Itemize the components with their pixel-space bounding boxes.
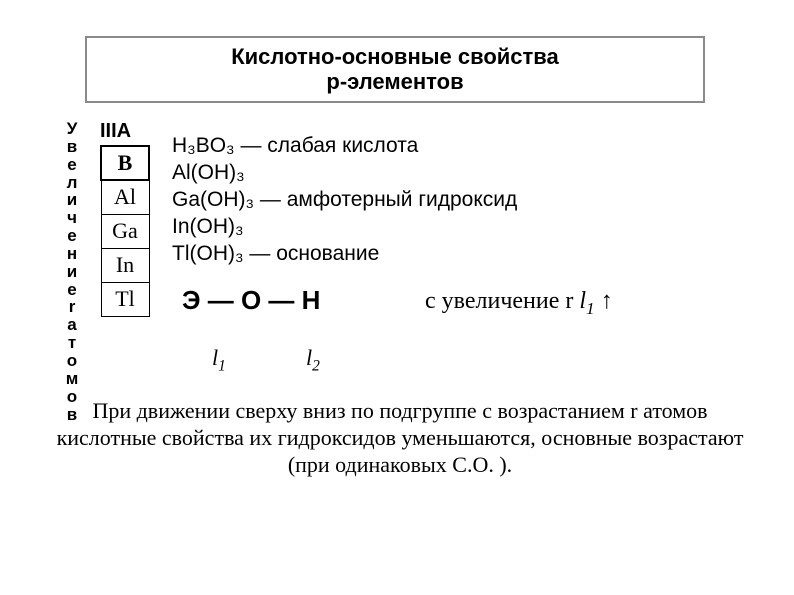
compound-row: In(OH)₃	[172, 214, 517, 241]
element-cell: B	[101, 146, 149, 180]
bottom-paragraph: При движении сверху вниз по подгруппе с …	[55, 398, 745, 478]
element-cell: In	[101, 248, 149, 282]
compound-list: H₃BO₃ — слабая кислота Al(OH)₃ Ga(OH)₃ —…	[172, 133, 517, 267]
title-line-1: Кислотно-основные свойства	[95, 44, 695, 69]
element-cell: Ga	[101, 214, 149, 248]
vertical-label: У в е л и ч е н и е r а т о м о в	[64, 120, 80, 423]
eoh-scheme: Э — О — Н	[182, 285, 320, 316]
compound-row: Ga(OH)₃ — амфотерный гидроксид	[172, 187, 517, 214]
element-cell: Al	[101, 180, 149, 214]
compound-row: H₃BO₃ — слабая кислота	[172, 133, 517, 160]
title-box: Кислотно-основные свойства p-элементов	[85, 36, 705, 103]
group-label: IIIA	[100, 120, 131, 143]
element-table: B Al Ga In Tl	[100, 145, 150, 317]
compound-row: Tl(OH)₃ — основание	[172, 241, 517, 268]
radius-phrase: с увеличение r l1 ↑	[425, 288, 613, 319]
element-cell: Tl	[101, 282, 149, 316]
l1-label: l1	[212, 345, 226, 375]
l2-label: l2	[306, 345, 320, 375]
title-line-2: p-элементов	[95, 69, 695, 94]
compound-row: Al(OH)₃	[172, 160, 517, 187]
